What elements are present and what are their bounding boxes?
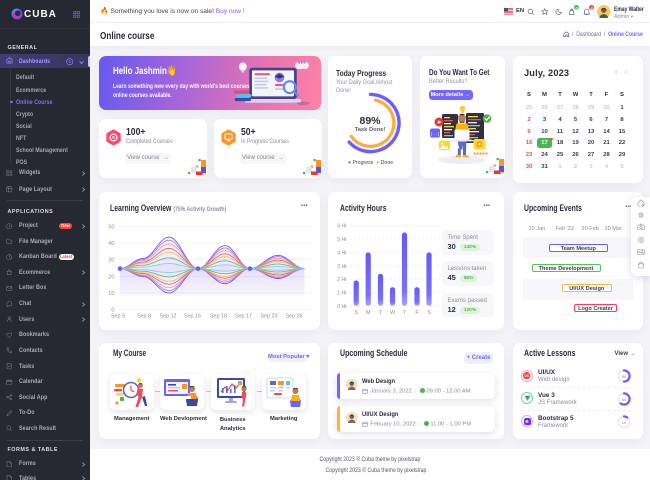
svg-text:Sep 12: Sep 12 <box>159 313 176 319</box>
svg-text:UX: UX <box>525 374 530 378</box>
svg-text:40: 40 <box>108 241 114 247</box>
svg-text:1 Hr: 1 Hr <box>337 290 347 296</box>
svg-text:S: S <box>354 310 358 316</box>
svg-text:5 Hr: 5 Hr <box>337 237 347 243</box>
svg-text:3 Hr: 3 Hr <box>337 263 347 269</box>
svg-text:50: 50 <box>108 224 114 230</box>
svg-text:F: F <box>415 310 419 316</box>
svg-text:10: 10 <box>621 419 626 424</box>
svg-text:Sep 26: Sep 26 <box>285 313 302 319</box>
svg-text:5: 5 <box>68 59 71 64</box>
svg-text:W: W <box>389 310 395 316</box>
svg-text:0: 0 <box>111 307 114 313</box>
svg-text:Sep 8: Sep 8 <box>137 313 151 319</box>
svg-text:10: 10 <box>108 290 114 296</box>
svg-text:S: S <box>427 310 431 316</box>
svg-text:60: 60 <box>621 396 626 401</box>
svg-text:20: 20 <box>108 274 114 280</box>
svg-text:T: T <box>378 310 382 316</box>
svg-text:50: 50 <box>621 374 626 379</box>
svg-text:4 Hr: 4 Hr <box>337 250 347 256</box>
svg-text:6 Hr: 6 Hr <box>337 223 347 229</box>
svg-text:Sep 17: Sep 17 <box>235 313 252 319</box>
svg-text:M: M <box>365 310 370 316</box>
svg-text:30: 30 <box>108 257 114 263</box>
svg-text:Sep 16: Sep 16 <box>184 313 201 319</box>
svg-text:Sep 5: Sep 5 <box>111 313 125 319</box>
svg-text:T: T <box>402 310 406 316</box>
svg-text:2 Hr: 2 Hr <box>337 277 347 283</box>
svg-text:Sep 23: Sep 23 <box>260 313 277 319</box>
svg-text:Sep 18: Sep 18 <box>210 313 227 319</box>
svg-text:0 Hr: 0 Hr <box>337 303 347 309</box>
svg-text:[..]: [..] <box>430 132 440 137</box>
